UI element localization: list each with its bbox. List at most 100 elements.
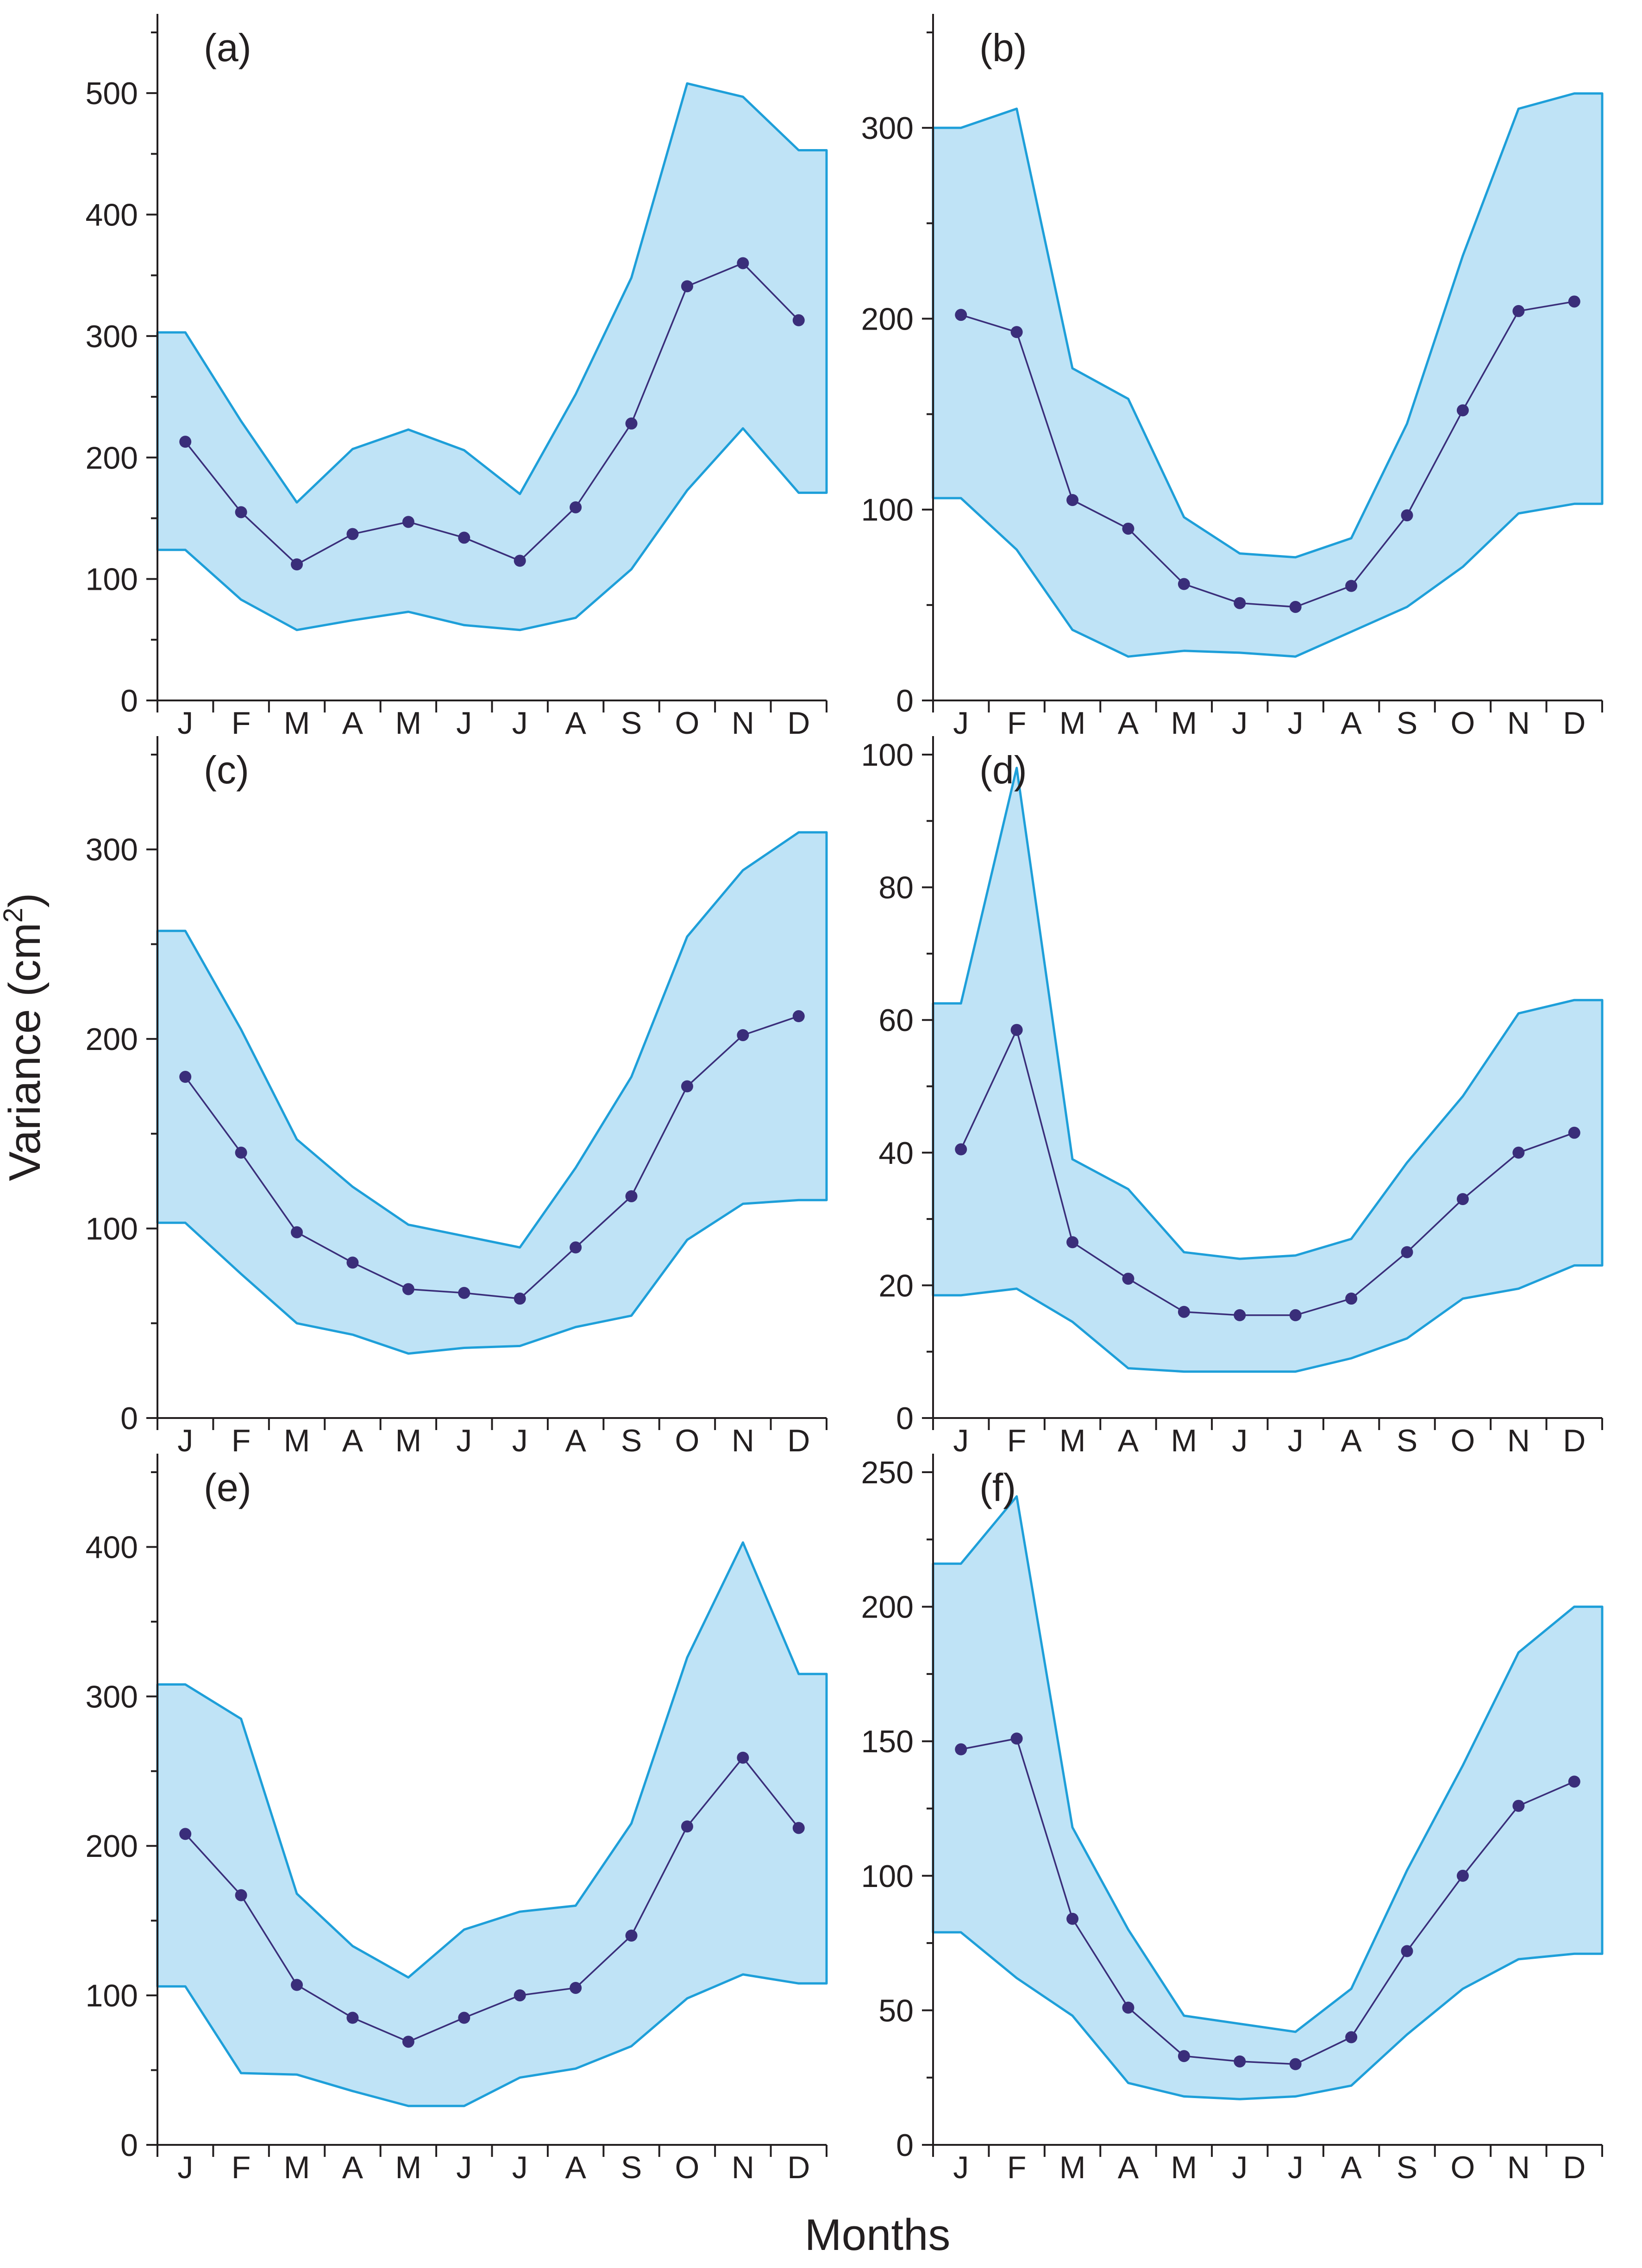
panel-a-xtick-label: O: [675, 706, 700, 741]
panel-d-range-band: [932, 767, 1604, 1373]
panel-f-mean-point: [1289, 2058, 1302, 2070]
panel-d-xtick-label: S: [1397, 1423, 1417, 1458]
panel-c-range-band: [156, 831, 828, 1355]
panel-d-mean-point: [1456, 1193, 1469, 1206]
panel-a-mean-point: [235, 506, 247, 519]
panel-d-xtick-label: M: [1059, 1423, 1086, 1458]
y-axis-title-text: Variance (cm: [0, 923, 50, 1181]
panel-a-mean-point: [402, 516, 414, 528]
panel-b-mean-point: [1066, 494, 1079, 506]
panel-b-ytick-label: 0: [896, 683, 914, 719]
panel-e-xtick-label: A: [565, 2150, 586, 2185]
panel-d-mean-point: [1066, 1236, 1079, 1249]
panel-e-label: (e): [204, 1466, 251, 1509]
panel-d-label: (d): [979, 748, 1027, 792]
panel-b-ytick-label: 200: [861, 301, 914, 337]
panel-a-ytick-label: 0: [120, 683, 138, 719]
panel-c-xtick-label: O: [675, 1423, 700, 1458]
panel-b-ytick-label: 300: [861, 111, 914, 146]
panel-e-ytick-label: 100: [86, 1978, 138, 2013]
panel-e-range-band: [156, 1541, 828, 2107]
panel-e-mean-point: [179, 1828, 192, 1840]
panel-a-xtick-label: S: [621, 706, 642, 741]
panel-c-mean-point: [681, 1080, 693, 1093]
panel-e-xtick-label: A: [342, 2150, 363, 2185]
panel-c-xtick-label: J: [512, 1423, 528, 1458]
panel-f-mean-point: [1178, 2050, 1190, 2062]
panel-e-mean-point: [402, 2036, 414, 2048]
panel-a-mean-point: [737, 257, 749, 269]
panel-e-ytick-label: 0: [120, 2128, 138, 2163]
panel-c-mean-point: [792, 1010, 805, 1023]
panel-c-label: (c): [204, 748, 249, 792]
panel-f-mean-line: [960, 1737, 1575, 2065]
panel-e-mean-point: [235, 1889, 247, 1901]
panel-c-mean-line: [184, 1015, 799, 1300]
panel-d-ytick-label: 100: [861, 737, 914, 773]
panel-f-xtick-label: D: [1563, 2150, 1586, 2185]
panel-e-xtick-label: N: [732, 2150, 754, 2185]
panel-c-ytick-label: 300: [86, 832, 138, 868]
panel-d-ytick-label: 40: [878, 1136, 914, 1171]
panel-a-mean-point: [346, 528, 359, 540]
panel-b-xtick-label: F: [1007, 706, 1027, 741]
panel-c-ytick-label: 0: [120, 1401, 138, 1436]
panel-b-xtick-label: J: [953, 706, 969, 741]
panel-d-mean-point: [1010, 1024, 1023, 1036]
panel-e-mean-point: [792, 1822, 805, 1834]
panel-f-xtick-label: J: [1288, 2150, 1304, 2185]
panel-b-xtick-label: J: [1232, 706, 1247, 741]
panel-c-ytick-label: 100: [86, 1212, 138, 1247]
panel-d-xtick-label: J: [953, 1423, 969, 1458]
panel-c-mean-point: [346, 1256, 359, 1269]
panel-d-mean-line: [960, 1027, 1575, 1316]
panel-b-xtick-label: N: [1507, 706, 1530, 741]
panel-a-xtick-label: J: [512, 706, 528, 741]
panel-f-xtick-label: J: [953, 2150, 969, 2185]
panel-b-xtick-label: A: [1118, 706, 1139, 741]
panel-f-mean-point: [1568, 1775, 1580, 1788]
panel-f-mean-point: [1234, 2055, 1246, 2068]
panel-e-xtick-label: J: [512, 2150, 528, 2185]
panel-c-mean-point: [458, 1287, 470, 1299]
panel-e-xtick-label: F: [232, 2150, 251, 2185]
panel-a-xtick-label: J: [177, 706, 193, 741]
panel-b-mean-point: [955, 309, 967, 321]
panel-d-xtick-label: F: [1007, 1423, 1027, 1458]
panel-b-mean-point: [1234, 597, 1246, 609]
panel-d-mean-point: [1568, 1126, 1580, 1139]
panel-f-ytick-label: 250: [861, 1455, 914, 1490]
panel-e-ytick-label: 400: [86, 1530, 138, 1565]
panel-e-mean-point: [681, 1820, 693, 1833]
panel-b-xtick-label: D: [1563, 706, 1586, 741]
panel-f-mean-point: [1456, 1869, 1469, 1882]
panel-b-xtick-label: S: [1397, 706, 1417, 741]
panel-d-xtick-label: M: [1171, 1423, 1197, 1458]
panel-c-ytick-label: 200: [86, 1022, 138, 1057]
panel-f-xtick-label: S: [1397, 2150, 1417, 2185]
panel-b-range-band: [932, 92, 1604, 658]
panel-b-mean-point: [1401, 509, 1413, 522]
panel-d-mean-point: [955, 1143, 967, 1156]
panel-c-mean-point: [737, 1029, 749, 1041]
panel-a-xtick-label: A: [565, 706, 586, 741]
panel-a-label: (a): [204, 26, 251, 69]
panel-e-xtick-label: S: [621, 2150, 642, 2185]
panel-b-xtick-label: M: [1059, 706, 1086, 741]
y-axis-title-superscript: 2: [0, 908, 28, 923]
panel-e-mean-point: [625, 1929, 638, 1942]
panel-f-label: (f): [979, 1466, 1016, 1509]
panel-a-xtick-label: N: [732, 706, 754, 741]
panel-f-range-band: [932, 1495, 1604, 2100]
panel-d-ytick-label: 20: [878, 1268, 914, 1303]
panel-f-xtick-label: A: [1118, 2150, 1139, 2185]
panel-a-xtick-label: F: [232, 706, 251, 741]
panel-e-xtick-label: D: [787, 2150, 810, 2185]
panel-c-xtick-label: J: [177, 1423, 193, 1458]
panel-a-ytick-label: 200: [86, 440, 138, 475]
panel-b-mean-point: [1122, 522, 1134, 535]
panel-c-xtick-label: A: [565, 1423, 586, 1458]
